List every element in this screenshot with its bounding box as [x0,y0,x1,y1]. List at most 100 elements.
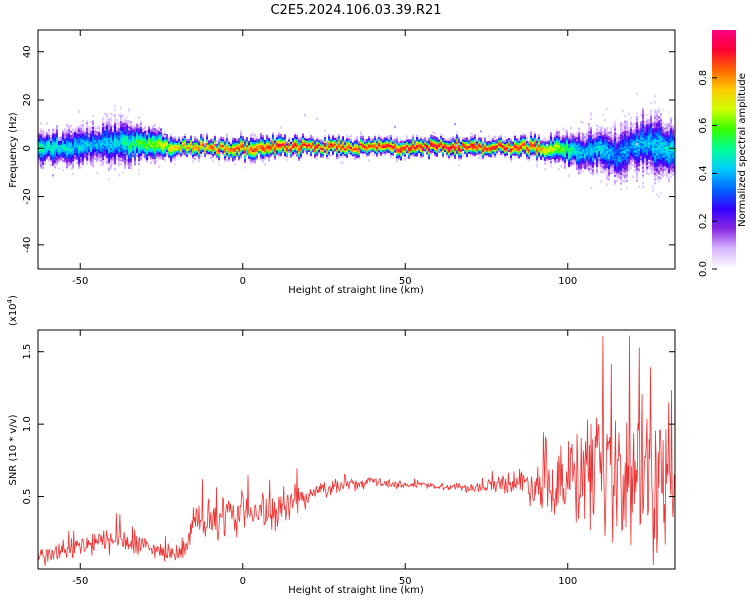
heatmap-cell [470,147,472,151]
heatmap-cell [438,137,440,140]
heatmap-cell [292,138,294,141]
heatmap-cell [124,139,126,143]
heatmap-cell [524,144,526,147]
heatmap-cell [54,166,56,169]
heatmap-cell [298,151,300,154]
heatmap-cell [626,119,628,122]
heatmap-cell [644,155,646,159]
heatmap-cell [670,123,672,126]
heatmap-cell [54,152,56,155]
heatmap-cell [454,152,456,155]
heatmap-cell [40,130,42,133]
heatmap-cell [72,138,74,141]
heatmap-cell [342,153,344,157]
heatmap-cell [604,147,606,151]
heatmap-cell [342,151,344,155]
heatmap-cell [114,156,116,159]
heatmap-cell [200,133,202,137]
heatmap-cell [606,165,608,169]
heatmap-cell [648,122,650,126]
heatmap-cell [98,125,100,129]
heatmap-cell [558,156,560,159]
heatmap-cell [92,137,94,141]
heatmap-cell [396,136,398,139]
heatmap-cell [632,160,634,163]
heatmap-cell [118,158,120,161]
heatmap-cell [94,132,96,135]
heatmap-cell [334,137,336,140]
heatmap-cell [670,154,672,157]
heatmap-cell [86,160,88,163]
heatmap-cell [198,156,200,159]
heatmap-cell [110,151,112,154]
heatmap-cell [312,146,314,149]
heatmap-cell [640,126,642,130]
heatmap-cell [452,135,454,139]
heatmap-cell [68,127,70,130]
heatmap-cell [92,132,94,135]
heatmap-cell [576,144,578,147]
heatmap-cell [460,157,462,160]
heatmap-cell [328,151,330,154]
heatmap-cell [76,138,78,141]
heatmap-cell [544,146,546,150]
heatmap-cell [642,120,644,123]
heatmap-cell [408,139,410,142]
heatmap-cell [102,163,104,166]
heatmap-cell [400,142,402,145]
heatmap-cell [456,142,458,145]
heatmap-cell [646,141,648,144]
heatmap-cell [386,135,388,139]
heatmap-cell [108,127,110,131]
heatmap-cell [92,122,94,125]
heatmap-cell [638,160,640,163]
heatmap-cell [432,144,434,148]
heatmap-cell [154,147,156,150]
heatmap-cell [640,113,642,116]
heatmap-cell [568,135,570,139]
heatmap-cell [558,160,560,163]
heatmap-cell [566,139,568,142]
heatmap-cell [608,143,610,146]
heatmap-cell [626,142,628,146]
heatmap-cell [284,151,286,155]
heatmap-cell [636,150,638,154]
heatmap-cell [308,147,310,151]
heatmap-cell [664,162,666,165]
heatmap-cell [68,125,70,128]
heatmap-cell [504,136,506,139]
x-tick-label: 0 [240,576,246,587]
heatmap-cell [124,161,126,164]
heatmap-cell [120,139,122,143]
heatmap-cell [250,150,252,154]
heatmap-cell [500,139,502,142]
heatmap-cell [454,146,456,150]
heatmap-cell [186,139,188,142]
heatmap-cell [430,144,432,147]
heatmap-cell [88,159,90,162]
heatmap-cell [310,142,312,145]
heatmap-cell [458,158,460,161]
heatmap-cell [88,141,90,145]
heatmap-cell [284,138,286,141]
heatmap-cell [114,158,116,161]
heatmap-cell [640,138,642,141]
heatmap-cell [498,149,500,152]
heatmap-cell [642,137,644,140]
heatmap-cell [516,151,518,155]
heatmap-cell [346,143,348,147]
heatmap-cell [378,144,380,147]
heatmap-cell [78,143,80,146]
heatmap-cell [650,113,652,116]
heatmap-cell [580,165,582,168]
heatmap-cell [612,140,614,143]
heatmap-cell [116,153,118,157]
heatmap-cell [374,147,376,150]
heatmap-cell [670,167,672,171]
heatmap-cell [202,143,204,147]
heatmap-cell [178,154,180,157]
heatmap-cell [362,139,364,142]
heatmap-cell [556,150,558,154]
heatmap-cell [172,148,174,152]
heatmap-cell [38,157,40,161]
